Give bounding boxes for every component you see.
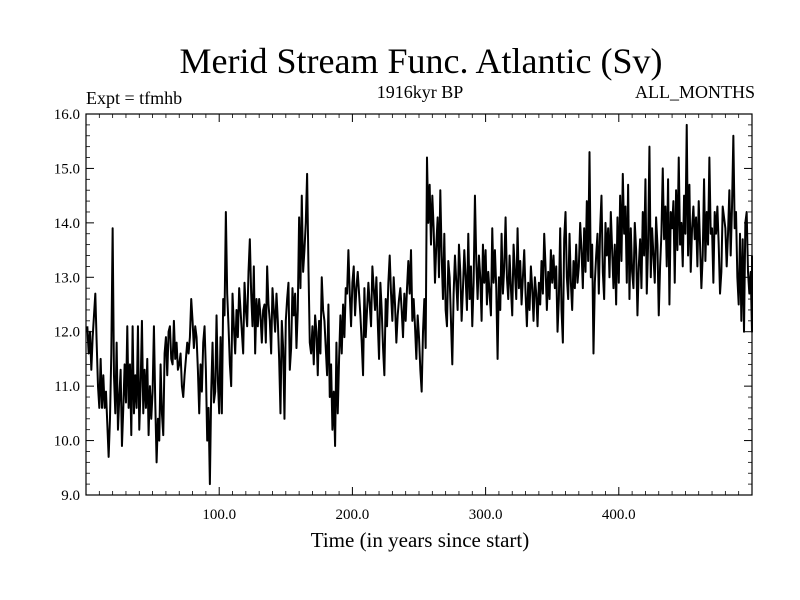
x-tick-label: 300.0 [469,507,503,523]
x-axis: 100.0 200.0 300.0 400.0 [98,114,740,523]
y-tick-label: 10.0 [54,434,80,450]
y-tick-label: 11.0 [54,379,80,395]
x-tick-label: 100.0 [202,507,236,523]
series-line [86,123,753,486]
y-tick-label: 13.0 [54,270,80,286]
y-tick-label: 9.0 [61,488,80,504]
x-tick-label: 400.0 [602,507,636,523]
y-tick-label: 14.0 [54,216,80,232]
chart-subtitle: 1916kyr BP [377,82,464,102]
y-tick-label: 16.0 [54,107,80,123]
plot-frame [85,113,753,496]
y-axis: 9.0 10.0 11.0 12.0 13.0 14.0 15.0 16.0 [54,107,752,504]
y-tick-label: 12.0 [54,325,80,341]
experiment-label: Expt = tfmhb [86,88,182,108]
y-tick-label: 15.0 [54,161,80,177]
months-label: ALL_MONTHS [635,82,755,102]
chart-title: Merid Stream Func. Atlantic (Sv) [180,41,663,81]
x-tick-label: 200.0 [336,507,370,523]
x-axis-label: Time (in years since start) [311,528,530,552]
